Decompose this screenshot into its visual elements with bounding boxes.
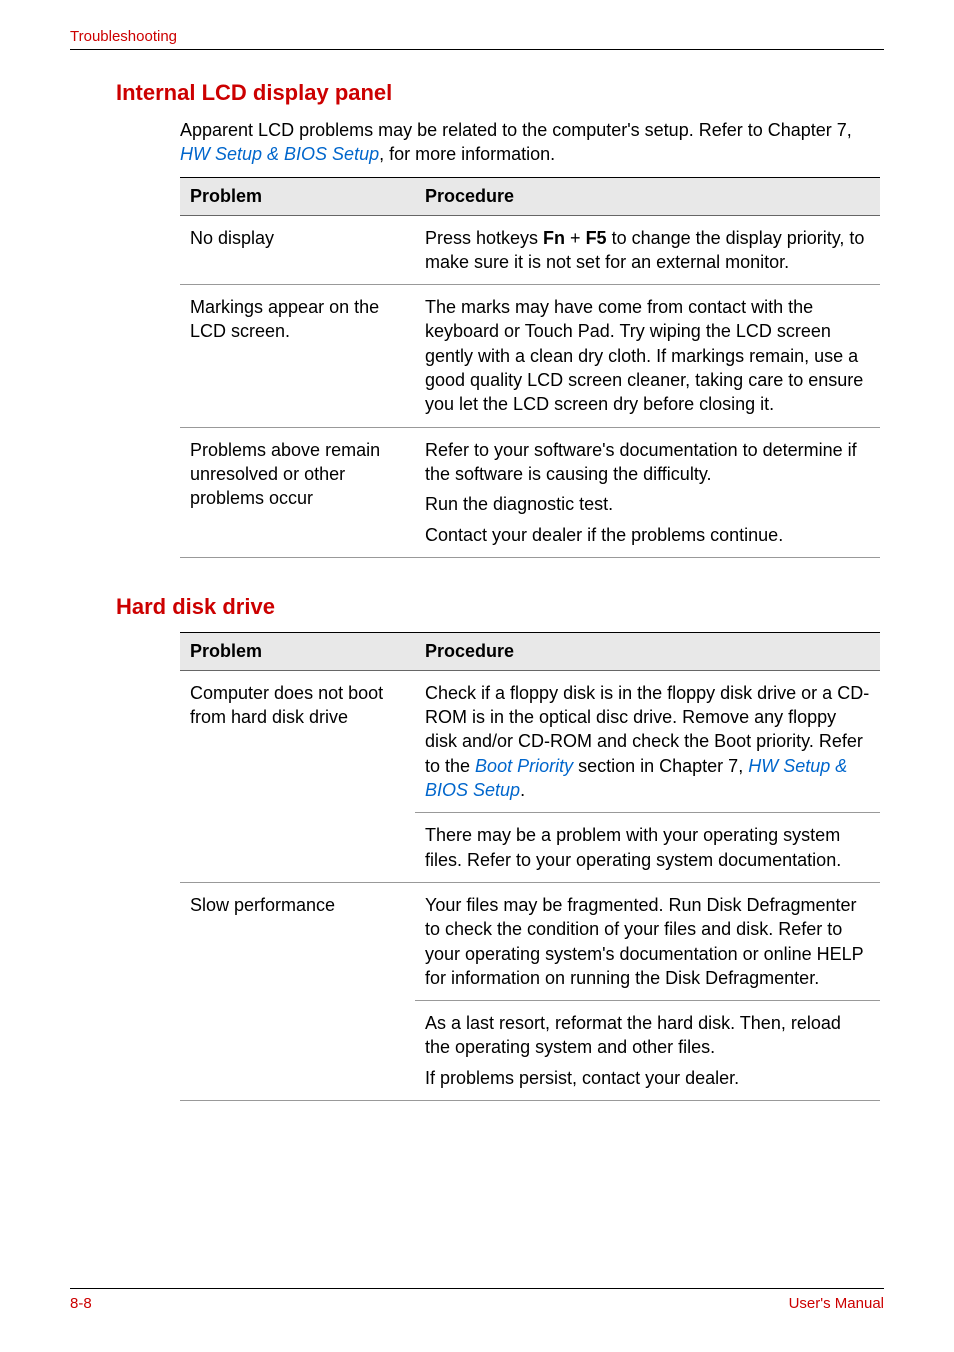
cell-procedure: Press hotkeys Fn + F5 to change the disp…	[415, 215, 880, 285]
header-label: Troubleshooting	[70, 28, 884, 45]
footer-row: 8-8 User's Manual	[70, 1295, 884, 1312]
col-problem: Problem	[180, 632, 415, 670]
proc-line: As a last resort, reformat the hard disk…	[425, 1011, 870, 1060]
proc-line: Run the diagnostic test.	[425, 492, 870, 516]
footer-rule	[70, 1288, 884, 1289]
intro-pre: Apparent LCD problems may be related to …	[180, 120, 852, 140]
link-hw-setup[interactable]: HW Setup & BIOS Setup	[180, 144, 379, 164]
cell-problem-empty	[180, 813, 415, 883]
cell-procedure: There may be a problem with your operati…	[415, 813, 880, 883]
cell-procedure: Your files may be fragmented. Run Disk D…	[415, 882, 880, 1000]
table-header-row: Problem Procedure	[180, 632, 880, 670]
table-row: Problems above remain unresolved or othe…	[180, 427, 880, 557]
header-rule	[70, 49, 884, 50]
table-row: There may be a problem with your operati…	[180, 813, 880, 883]
col-procedure: Procedure	[415, 177, 880, 215]
proc-line: Refer to your software's documentation t…	[425, 438, 870, 487]
table-lcd: Problem Procedure No display Press hotke…	[180, 177, 880, 558]
table-row: Slow performance Your files may be fragm…	[180, 882, 880, 1000]
table-row: No display Press hotkeys Fn + F5 to chan…	[180, 215, 880, 285]
cell-problem: Markings appear on the LCD screen.	[180, 285, 415, 427]
key-f5: F5	[586, 228, 607, 248]
table-row: As a last resort, reformat the hard disk…	[180, 1001, 880, 1101]
cell-procedure: The marks may have come from contact wit…	[415, 285, 880, 427]
intro-post: , for more information.	[379, 144, 555, 164]
link-boot-priority[interactable]: Boot Priority	[475, 756, 573, 776]
col-procedure: Procedure	[415, 632, 880, 670]
cell-procedure: Refer to your software's documentation t…	[415, 427, 880, 557]
proc-line: Contact your dealer if the problems cont…	[425, 523, 870, 547]
proc-text: section in Chapter 7,	[573, 756, 748, 776]
proc-line: If problems persist, contact your dealer…	[425, 1066, 870, 1090]
section-heading-lcd: Internal LCD display panel	[116, 80, 884, 106]
key-fn: Fn	[543, 228, 565, 248]
manual-label: User's Manual	[789, 1295, 884, 1312]
table-hdd: Problem Procedure Computer does not boot…	[180, 632, 880, 1101]
page-number: 8-8	[70, 1295, 92, 1312]
table-row: Computer does not boot from hard disk dr…	[180, 670, 880, 812]
table-header-row: Problem Procedure	[180, 177, 880, 215]
cell-procedure: As a last resort, reformat the hard disk…	[415, 1001, 880, 1101]
cell-problem: Computer does not boot from hard disk dr…	[180, 670, 415, 812]
cell-problem: No display	[180, 215, 415, 285]
cell-procedure: Check if a floppy disk is in the floppy …	[415, 670, 880, 812]
page-footer: 8-8 User's Manual	[70, 1288, 884, 1312]
proc-text: .	[520, 780, 525, 800]
cell-problem: Problems above remain unresolved or othe…	[180, 427, 415, 557]
table-row: Markings appear on the LCD screen. The m…	[180, 285, 880, 427]
page-header: Troubleshooting	[70, 28, 884, 50]
section-heading-hdd: Hard disk drive	[116, 594, 884, 620]
cell-problem-empty	[180, 1001, 415, 1101]
proc-text: Press hotkeys	[425, 228, 543, 248]
intro-text-lcd: Apparent LCD problems may be related to …	[180, 118, 884, 167]
proc-text: +	[565, 228, 586, 248]
col-problem: Problem	[180, 177, 415, 215]
cell-problem: Slow performance	[180, 882, 415, 1000]
